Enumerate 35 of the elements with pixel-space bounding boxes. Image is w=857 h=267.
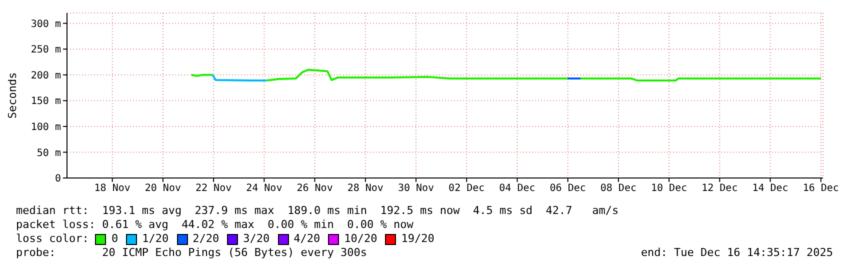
- y-tick-label: 300 m: [30, 18, 61, 30]
- x-tick-label: 08 Dec: [600, 183, 637, 194]
- x-tick-label: 24 Nov: [246, 183, 282, 194]
- y-tick-label: 50 m: [36, 148, 61, 159]
- legend-title: loss color:: [16, 232, 90, 246]
- x-tick-label: 12 Dec: [702, 183, 738, 194]
- x-tick-label: 10 Dec: [650, 183, 688, 194]
- x-tick-label: 14 Dec: [752, 183, 788, 194]
- legend-label: 0: [111, 232, 118, 246]
- y-tick-label: 100 m: [30, 122, 61, 133]
- x-tick-label: 28 Nov: [347, 183, 384, 194]
- text: probe: 20 ICMP Echo Pings (56 Bytes) every 300s: [16, 246, 367, 260]
- x-tick-label: 20 Nov: [144, 183, 182, 194]
- legend-label: 10/20: [344, 232, 378, 246]
- x-tick-label: 26 Nov: [296, 183, 333, 194]
- text: packet loss: 0.61 % avg 44.02 % max 0.00 % min 0.00 % now: [16, 218, 414, 232]
- text: median rtt: 193.1 ms avg 237.9 ms max 189.0 ms min 192.5 ms now 4.5 ms sd 42.7 am/s: [16, 204, 620, 218]
- text: end: Tue Dec 16 14:35:17 2025: [640, 246, 833, 260]
- y-tick-label: 0: [54, 174, 61, 185]
- y-tick-label: 200 m: [30, 70, 61, 82]
- y-axis-title: Seconds: [6, 72, 19, 119]
- legend-label: 4/20: [294, 232, 320, 246]
- x-tick-label: 30 Nov: [398, 183, 434, 194]
- legend-label: 1/20: [142, 232, 169, 246]
- x-tick-label: 22 Nov: [196, 183, 232, 194]
- y-tick-label: 250 m: [30, 44, 61, 56]
- x-tick-label: 06 Dec: [550, 183, 586, 194]
- legend-label: 2/20: [192, 232, 220, 246]
- legend-label: 19/20: [401, 232, 434, 246]
- legend-label: 3/20: [243, 232, 270, 246]
- x-tick-label: 04 Dec: [499, 183, 536, 194]
- x-tick-label: 02 Dec: [448, 183, 485, 194]
- x-tick-label: 16 Dec: [802, 183, 839, 194]
- x-tick-label: 18 Nov: [94, 183, 130, 194]
- y-tick-label: 150 m: [30, 96, 61, 108]
